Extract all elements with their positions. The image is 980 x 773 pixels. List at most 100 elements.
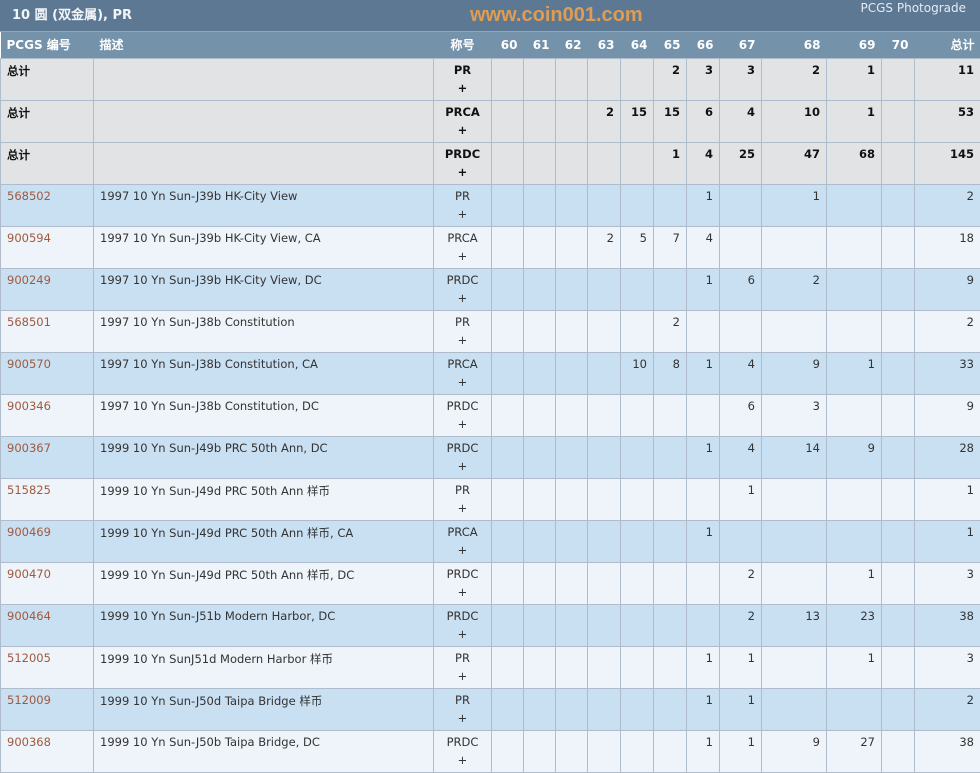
pcgs-number-link[interactable]: 900367 (7, 441, 51, 455)
grade-65-cell: 2 (654, 310, 687, 352)
designation: PRDC (447, 609, 479, 623)
grade-64-cell (621, 268, 654, 310)
designation: PR (455, 693, 470, 707)
grade-66-cell: 1 (687, 184, 720, 226)
plus-toggle[interactable]: + (440, 709, 485, 727)
column-header: 69 (827, 32, 882, 58)
plus-toggle[interactable]: + (440, 499, 485, 517)
plus-toggle[interactable]: + (440, 667, 485, 685)
grade-65-cell: 15 (654, 100, 687, 142)
grade-65-cell (654, 688, 687, 730)
grade-63-cell (588, 688, 621, 730)
plus-toggle[interactable]: + (440, 289, 485, 307)
plus-toggle[interactable]: + (440, 457, 485, 475)
pcgs-number-link[interactable]: 900570 (7, 357, 51, 371)
grade-69-cell: 68 (827, 142, 882, 184)
designation: PR (454, 63, 471, 77)
pcgs-number-link[interactable]: 900368 (7, 735, 51, 749)
column-header: 描述 (94, 32, 434, 58)
pcgs-number-link[interactable]: 568501 (7, 315, 51, 329)
grade-66-cell (687, 310, 720, 352)
grade-69-cell (827, 520, 882, 562)
total-cell: 2 (915, 310, 980, 352)
grade-62-cell (556, 310, 588, 352)
grade-70-cell (882, 478, 915, 520)
description-cell: 1997 10 Yn Sun-J39b HK-City View (94, 184, 434, 226)
grade-70-cell (882, 688, 915, 730)
pcgs-number-link[interactable]: 512005 (7, 651, 51, 665)
grade-70-cell (882, 394, 915, 436)
grade-65-cell (654, 478, 687, 520)
description-cell: 1997 10 Yn Sun-J39b HK-City View, DC (94, 268, 434, 310)
grade-67-cell: 3 (720, 58, 762, 100)
grade-62-cell (556, 646, 588, 688)
designation: PR (455, 315, 470, 329)
grade-68-cell: 47 (762, 142, 827, 184)
plus-toggle[interactable]: + (440, 373, 485, 391)
plus-toggle[interactable]: + (440, 247, 485, 265)
designation-cell: PRDC+ (434, 394, 492, 436)
plus-toggle[interactable]: + (440, 331, 485, 349)
plus-toggle[interactable]: + (440, 415, 485, 433)
column-header: 68 (762, 32, 827, 58)
grade-60-cell (492, 604, 524, 646)
grade-69-cell: 1 (827, 100, 882, 142)
grade-66-cell: 3 (687, 58, 720, 100)
plus-toggle[interactable]: + (440, 583, 485, 601)
grade-62-cell (556, 394, 588, 436)
grade-67-cell: 6 (720, 394, 762, 436)
grade-65-cell (654, 730, 687, 772)
designation-cell: PRDC+ (434, 142, 492, 184)
total-cell: 9 (915, 394, 980, 436)
column-header: 64 (621, 32, 654, 58)
grade-70-cell (882, 730, 915, 772)
grade-68-cell: 1 (762, 184, 827, 226)
grade-60-cell (492, 478, 524, 520)
column-header: 62 (556, 32, 588, 58)
pcgs-number-link[interactable]: 512009 (7, 693, 51, 707)
pcgs-number-link[interactable]: 900470 (7, 567, 51, 581)
column-header: 称号 (434, 32, 492, 58)
grade-66-cell (687, 604, 720, 646)
plus-toggle[interactable]: + (440, 541, 485, 559)
grade-68-cell (762, 646, 827, 688)
pcgs-number-link[interactable]: 515825 (7, 483, 51, 497)
description-cell: 1997 10 Yn Sun-J39b HK-City View, CA (94, 226, 434, 268)
pcgs-number-link[interactable]: 900249 (7, 273, 51, 287)
plus-toggle[interactable]: + (440, 625, 485, 643)
photograde-link[interactable]: PCGS Photograde (861, 1, 966, 15)
grade-66-cell: 1 (687, 352, 720, 394)
pcgs-number-link[interactable]: 900464 (7, 609, 51, 623)
grade-70-cell (882, 352, 915, 394)
grade-62-cell (556, 478, 588, 520)
plus-toggle[interactable]: + (440, 751, 485, 769)
pcgs-number-link[interactable]: 900346 (7, 399, 51, 413)
total-cell: 145 (915, 142, 980, 184)
designation-cell: PRCA+ (434, 520, 492, 562)
grade-66-cell: 1 (687, 268, 720, 310)
pcgs-number-cell: 568502 (1, 184, 94, 226)
summary-label: 总计 (7, 106, 30, 120)
grade-66-cell: 6 (687, 100, 720, 142)
grade-69-cell (827, 268, 882, 310)
column-header: 66 (687, 32, 720, 58)
designation-cell: PR + (434, 184, 492, 226)
plus-toggle[interactable]: + (440, 121, 485, 139)
plus-toggle[interactable]: + (440, 205, 485, 223)
pcgs-number-link[interactable]: 900469 (7, 525, 51, 539)
designation: PR (455, 189, 470, 203)
grade-64-cell: 15 (621, 100, 654, 142)
grade-61-cell (524, 646, 556, 688)
pcgs-number-link[interactable]: 568502 (7, 189, 51, 203)
grade-65-cell (654, 394, 687, 436)
designation: PR (455, 651, 470, 665)
plus-toggle[interactable]: + (440, 163, 485, 181)
pcgs-number-link[interactable]: 900594 (7, 231, 51, 245)
grade-62-cell (556, 730, 588, 772)
plus-toggle[interactable]: + (440, 79, 485, 97)
column-header: 65 (654, 32, 687, 58)
grade-60-cell (492, 226, 524, 268)
